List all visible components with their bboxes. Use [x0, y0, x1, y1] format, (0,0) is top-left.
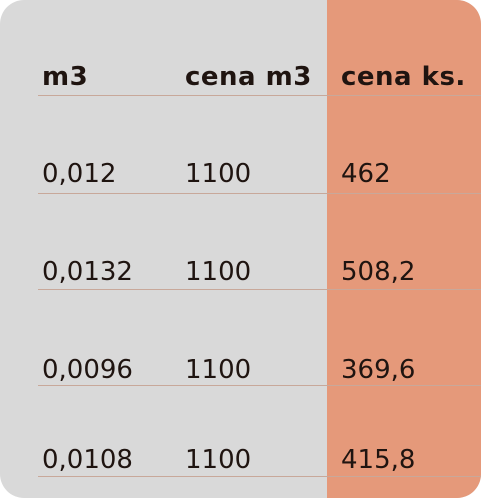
highlighted-price-column: [327, 0, 481, 498]
header-price-per-piece: cena ks.: [341, 62, 466, 92]
table-row: 0,0108 1100 415,8: [0, 445, 481, 498]
cell-price-per-m3: 1100: [185, 355, 252, 385]
header-price-per-m3: cena m3: [185, 62, 312, 92]
cell-price-per-piece: 508,2: [341, 257, 416, 287]
cell-volume: 0,0096: [42, 355, 133, 385]
cell-volume: 0,012: [42, 159, 117, 189]
cell-price-per-m3: 1100: [185, 445, 252, 475]
header-m3: m3: [42, 62, 89, 92]
divider: [38, 95, 481, 96]
divider: [38, 385, 481, 386]
cell-price-per-piece: 369,6: [341, 355, 416, 385]
cell-price-per-m3: 1100: [185, 257, 252, 287]
table-row: 0,012 1100 462: [0, 159, 481, 219]
divider: [38, 476, 481, 477]
divider: [38, 289, 481, 290]
cell-price-per-m3: 1100: [185, 159, 252, 189]
cell-price-per-piece: 415,8: [341, 445, 416, 475]
table-header-row: m3 cena m3 cena ks.: [0, 62, 481, 122]
cell-volume: 0,0108: [42, 445, 133, 475]
table-row: 0,0096 1100 369,6: [0, 355, 481, 415]
cell-price-per-piece: 462: [341, 159, 391, 189]
divider: [38, 193, 481, 194]
cell-volume: 0,0132: [42, 257, 133, 287]
table-row: 0,0132 1100 508,2: [0, 257, 481, 317]
